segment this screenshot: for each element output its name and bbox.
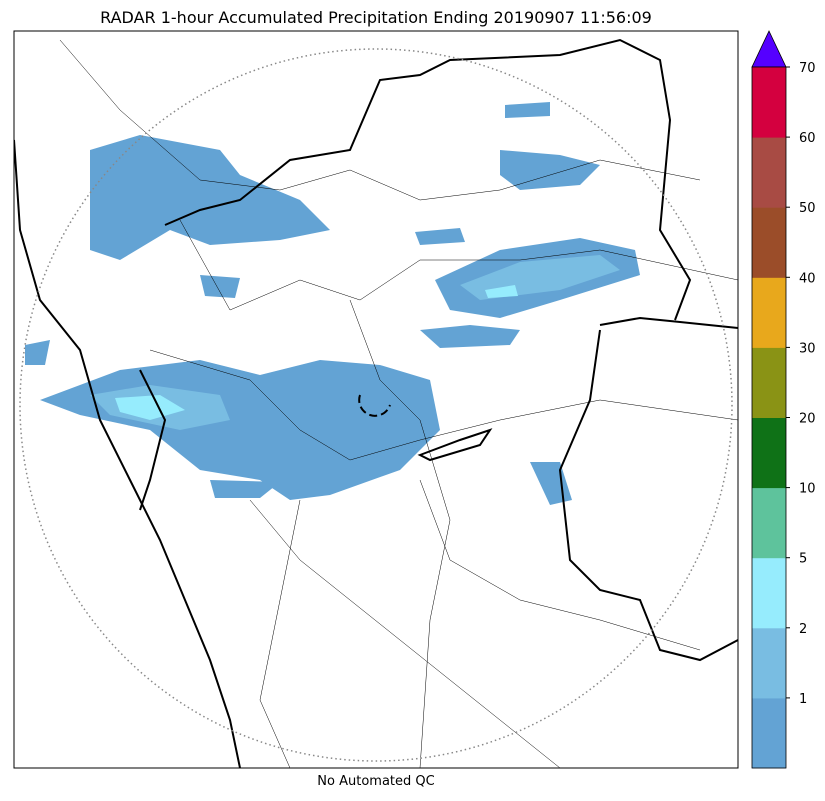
colorbar: 1 2 5 10 20 30 40 50 60 70 bbox=[751, 30, 816, 769]
colorbar-tick-label: 1 bbox=[799, 692, 807, 707]
colorbar-segment bbox=[752, 207, 786, 278]
colorbar-segment bbox=[752, 67, 786, 138]
colorbar-segment bbox=[752, 417, 786, 489]
map bbox=[13, 30, 739, 769]
radar-range-ring bbox=[19, 48, 733, 762]
colorbar-segment bbox=[752, 277, 786, 348]
colorbar-tick-label: 40 bbox=[799, 271, 816, 286]
colorbar-segment bbox=[752, 347, 786, 418]
colorbar-tick-label: 10 bbox=[799, 482, 816, 497]
colorbar-tick-label: 60 bbox=[799, 131, 816, 146]
footer-note: No Automated QC bbox=[317, 774, 434, 789]
colorbar-extend bbox=[751, 30, 787, 68]
colorbar-tick-label: 50 bbox=[799, 201, 816, 216]
precip-areas-3 bbox=[115, 285, 518, 420]
colorbar-segment bbox=[752, 137, 786, 208]
colorbar-tick-label: 20 bbox=[799, 412, 816, 427]
colorbar-tick-label: 2 bbox=[799, 622, 807, 637]
colorbar-segment bbox=[752, 627, 786, 699]
colorbar-tick-label: 5 bbox=[799, 552, 807, 567]
colorbar-segment bbox=[752, 557, 786, 629]
colorbar-tick-label: 70 bbox=[799, 61, 816, 76]
colorbar-segment bbox=[752, 697, 786, 769]
colorbar-segment bbox=[752, 487, 786, 559]
colorbar-tick-label: 30 bbox=[799, 341, 816, 356]
map-title: RADAR 1-hour Accumulated Precipitation E… bbox=[100, 8, 652, 27]
state-borders bbox=[14, 38, 738, 768]
